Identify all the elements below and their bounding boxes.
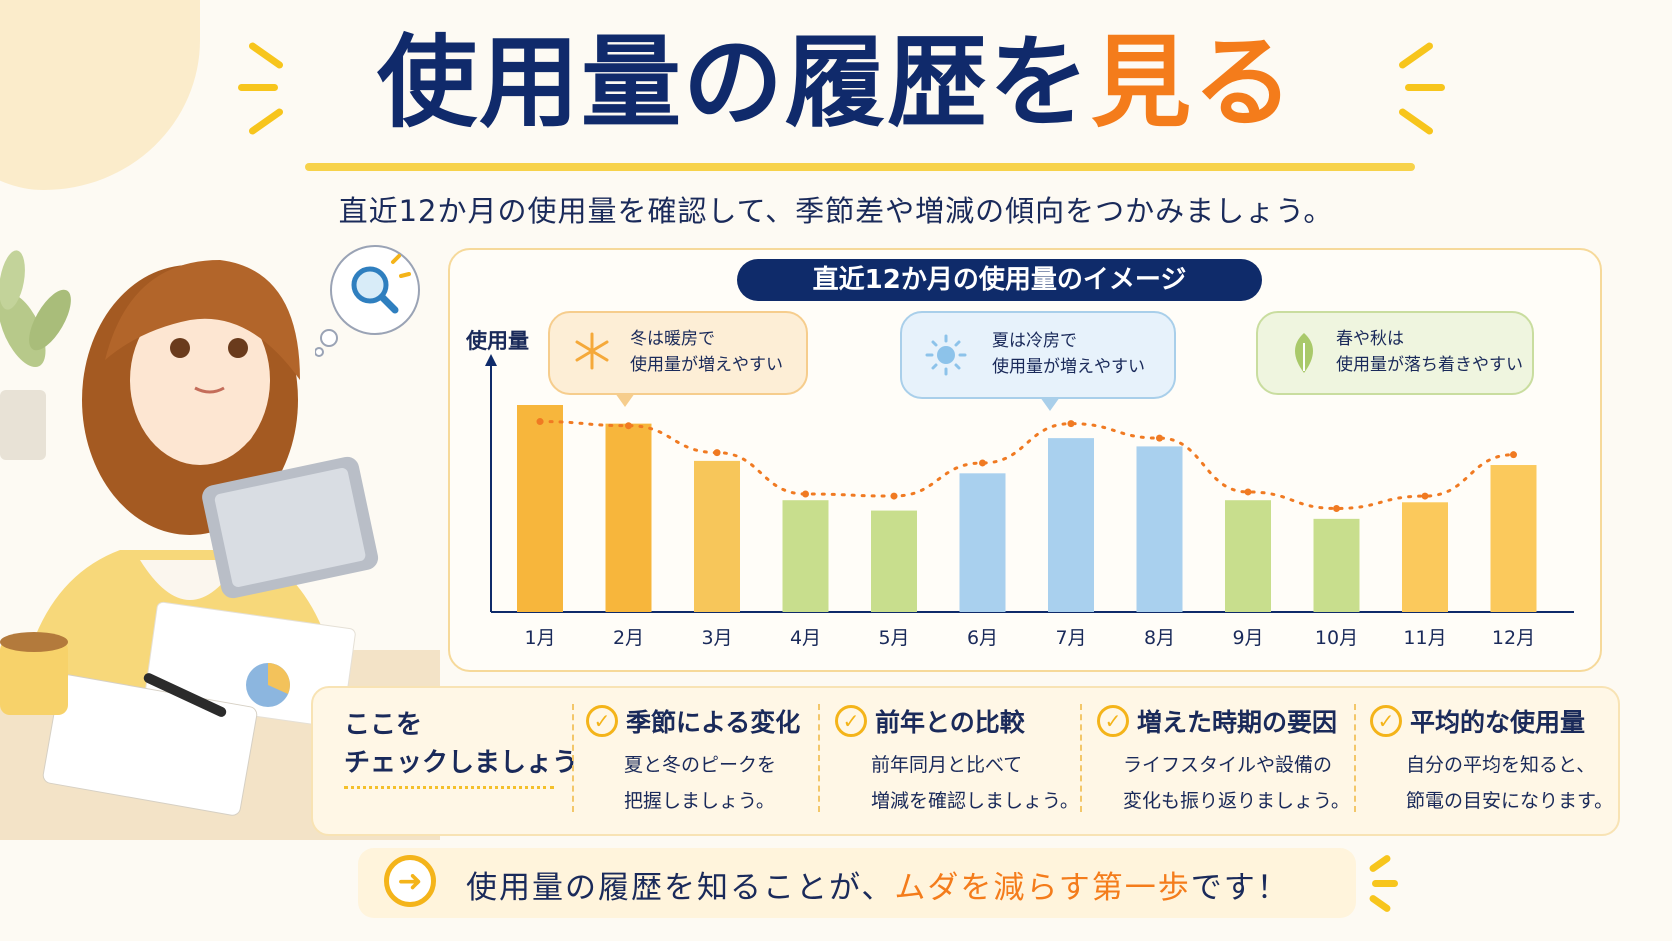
trend-point-4 — [802, 490, 809, 498]
title-underline — [305, 163, 1415, 171]
trend-point-5 — [890, 492, 898, 500]
bar-3 — [694, 460, 740, 612]
trend-point-12 — [1510, 451, 1517, 459]
arrow-right-icon: ➜ — [384, 855, 436, 907]
leaf-icon — [1295, 333, 1313, 373]
tablet-icon — [202, 456, 379, 599]
trend-point-3 — [713, 449, 721, 457]
sparkle-decoration — [1405, 84, 1445, 91]
check-icon: ✓ — [1097, 705, 1129, 737]
bar-4 — [782, 500, 829, 612]
x-tick-label: 7月 — [1055, 627, 1086, 649]
annotation-spring-line2: 使用量が落ち着きやすい — [1336, 355, 1523, 375]
annotation-summer-line1: 夏は冷房で — [992, 331, 1077, 351]
x-tick-label: 9月 — [1232, 627, 1263, 649]
bubble-tail — [1040, 397, 1060, 411]
trend-point-2 — [625, 422, 632, 430]
bar-8 — [1136, 446, 1183, 612]
trend-point-10 — [1333, 505, 1340, 512]
bubble-tail — [615, 393, 635, 407]
bar-7 — [1048, 438, 1094, 612]
trend-point-6 — [979, 459, 986, 467]
check-item-yoy: ✓ 前年との比較 前年同月と比べて 増減を確認しましょう。 — [835, 703, 1079, 819]
x-tick-label: 1月 — [524, 627, 555, 649]
sun-icon — [925, 334, 967, 376]
x-tick-label: 2月 — [613, 627, 644, 649]
sparkle-decoration — [1368, 853, 1392, 874]
x-tick-label: 8月 — [1144, 627, 1175, 649]
divider — [818, 704, 820, 812]
check-item-season: ✓ 季節による変化 夏と冬のピークを 把握しましょう。 — [586, 703, 800, 819]
checklist-intro: ここを チェックしましょう — [344, 710, 579, 778]
bar-1 — [517, 405, 563, 612]
annotation-spring-line1: 春や秋は — [1336, 329, 1404, 349]
x-tick-label: 12月 — [1492, 627, 1535, 649]
magnifier-icon — [351, 254, 411, 314]
sparkle-decoration — [1372, 880, 1398, 887]
annotation-spring-autumn: 春や秋は使用量が落ち着きやすい — [1256, 311, 1534, 395]
check-icon: ✓ — [586, 705, 618, 737]
trend-line — [538, 420, 1515, 511]
x-tick-label: 6月 — [967, 627, 998, 649]
x-tick-label: 11月 — [1403, 627, 1446, 649]
x-tick-label: 10月 — [1315, 627, 1358, 649]
page-title: 使用量の履歴を見る — [377, 24, 1295, 141]
annotation-winter: 冬は暖房で使用量が増えやすい — [548, 311, 808, 395]
snowflake-icon — [575, 332, 609, 370]
sparkle-decoration — [1368, 893, 1392, 914]
bar-6 — [959, 473, 1006, 612]
checklist-panel — [311, 686, 1620, 836]
intro-dotted-line — [344, 786, 554, 789]
check-item-average: ✓ 平均的な使用量 自分の平均を知ると、 節電の目安になります。 — [1370, 703, 1613, 819]
trend-point-11 — [1421, 492, 1429, 500]
plant-icon — [0, 250, 71, 460]
check-icon: ✓ — [1370, 705, 1402, 737]
annotation-winter-line2: 使用量が増えやすい — [630, 355, 783, 375]
title-highlight: 見る — [1091, 24, 1295, 141]
bar-9 — [1225, 500, 1271, 612]
x-tick-label: 5月 — [878, 627, 909, 649]
divider — [1354, 704, 1356, 812]
trend-point-9 — [1244, 488, 1252, 496]
check-icon: ✓ — [835, 705, 867, 737]
illustration — [0, 250, 440, 840]
bar-12 — [1490, 465, 1537, 612]
bar-11 — [1402, 502, 1448, 612]
subtitle: 直近12か月の使用量を確認して、季節差や増減の傾向をつかみましょう。 — [338, 194, 1334, 228]
annotation-winter-line1: 冬は暖房で — [630, 329, 715, 349]
bar-5 — [871, 510, 917, 612]
trend-point-8 — [1156, 434, 1163, 442]
trend-point-7 — [1067, 420, 1075, 428]
x-tick-label: 4月 — [790, 627, 821, 649]
divider — [572, 704, 574, 812]
annotation-summer-line2: 使用量が増えやすい — [992, 357, 1145, 377]
chart-title: 直近12か月の使用量のイメージ — [737, 259, 1262, 301]
annotation-summer: 夏は冷房で使用量が増えやすい — [900, 311, 1176, 399]
chart-y-label: 使用量 — [466, 329, 529, 353]
x-tick-label: 3月 — [701, 627, 732, 649]
check-item-cause: ✓ 増えた時期の要因 ライフスタイルや設備の 変化も振り返りましょう。 — [1097, 703, 1350, 819]
thought-bubble — [315, 245, 420, 357]
trend-point-1 — [536, 418, 544, 426]
sparkle-decoration — [238, 84, 278, 91]
usage-bar-chart: 1月 2月 3月 4月 5月 6月 7月 8月 9月 10月 11月 12月 — [485, 354, 1574, 649]
footer-message: 使用量の履歴を知ることが、ムダを減らす第一歩です！ — [466, 870, 1290, 906]
bar-10 — [1313, 518, 1360, 612]
mug-icon — [0, 632, 68, 715]
divider — [1080, 704, 1082, 812]
bar-2 — [605, 423, 652, 612]
footer-banner — [358, 848, 1356, 918]
